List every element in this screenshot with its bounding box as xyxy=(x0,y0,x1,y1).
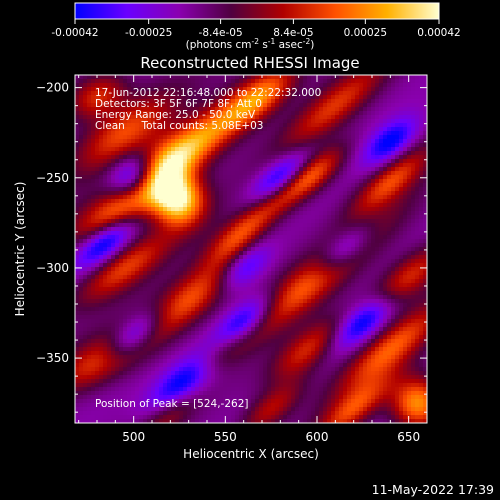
heatmap-area xyxy=(75,75,427,423)
x-axis: 500 550 600 650 xyxy=(78,75,428,444)
info-time-range: 17-Jun-2012 22:16:48.000 to 22:22:32.000 xyxy=(95,87,321,99)
observation-info: 17-Jun-2012 22:16:48.000 to 22:22:32.000… xyxy=(95,87,321,132)
y-axis-label: Heliocentric Y (arcsec) xyxy=(13,182,27,317)
x-tick-label: 550 xyxy=(214,430,237,444)
info-detectors: Detectors: 3F 5F 6F 7F 8F, Att 0 xyxy=(95,98,262,110)
colorbar-ticks: -0.00042 -0.00025 -8.4e-05 8.4e-05 0.00025 0.… xyxy=(51,19,461,39)
chart-title: Reconstructed RHESSI Image xyxy=(140,54,359,72)
y-axis: −200 −250 −300 −350 xyxy=(36,81,427,413)
colorbar-units: (photons cm-2 s-1 asec-2) xyxy=(186,37,315,51)
colorbar-tick-label: 8.4e-05 xyxy=(273,27,313,39)
x-tick-label: 500 xyxy=(122,430,145,444)
info-energy-range: Energy Range: 25.0 - 50.0 keV xyxy=(95,109,256,121)
colorbar-tick-label: 0.00042 xyxy=(417,27,460,39)
peak-position-label: Position of Peak = [524,-262] xyxy=(95,398,249,410)
x-tick-label: 650 xyxy=(397,430,420,444)
colorbar-tick-label: 0.00025 xyxy=(344,27,387,39)
colorbar-tick-label: -8.4e-05 xyxy=(199,27,243,39)
footer-date: 11-May-2022 17:39 xyxy=(372,482,494,497)
y-tick-label: −350 xyxy=(36,351,69,365)
plot-frame xyxy=(74,74,428,424)
y-tick-label: −300 xyxy=(36,261,69,275)
colorbar-gradient xyxy=(74,2,440,20)
colorbar-tick-label: -0.00025 xyxy=(125,27,172,39)
info-total-counts: Clean Total counts: 5.08E+03 xyxy=(95,120,264,132)
y-tick-label: −200 xyxy=(36,81,69,95)
colorbar: -0.00042 -0.00025 -8.4e-05 8.4e-05 0.00025 0.… xyxy=(51,2,461,51)
x-tick-label: 600 xyxy=(306,430,329,444)
x-axis-label: Heliocentric X (arcsec) xyxy=(183,447,319,461)
y-tick-label: −250 xyxy=(36,171,69,185)
colorbar-tick-label: -0.00042 xyxy=(51,27,98,39)
heatmap-image xyxy=(75,75,427,423)
